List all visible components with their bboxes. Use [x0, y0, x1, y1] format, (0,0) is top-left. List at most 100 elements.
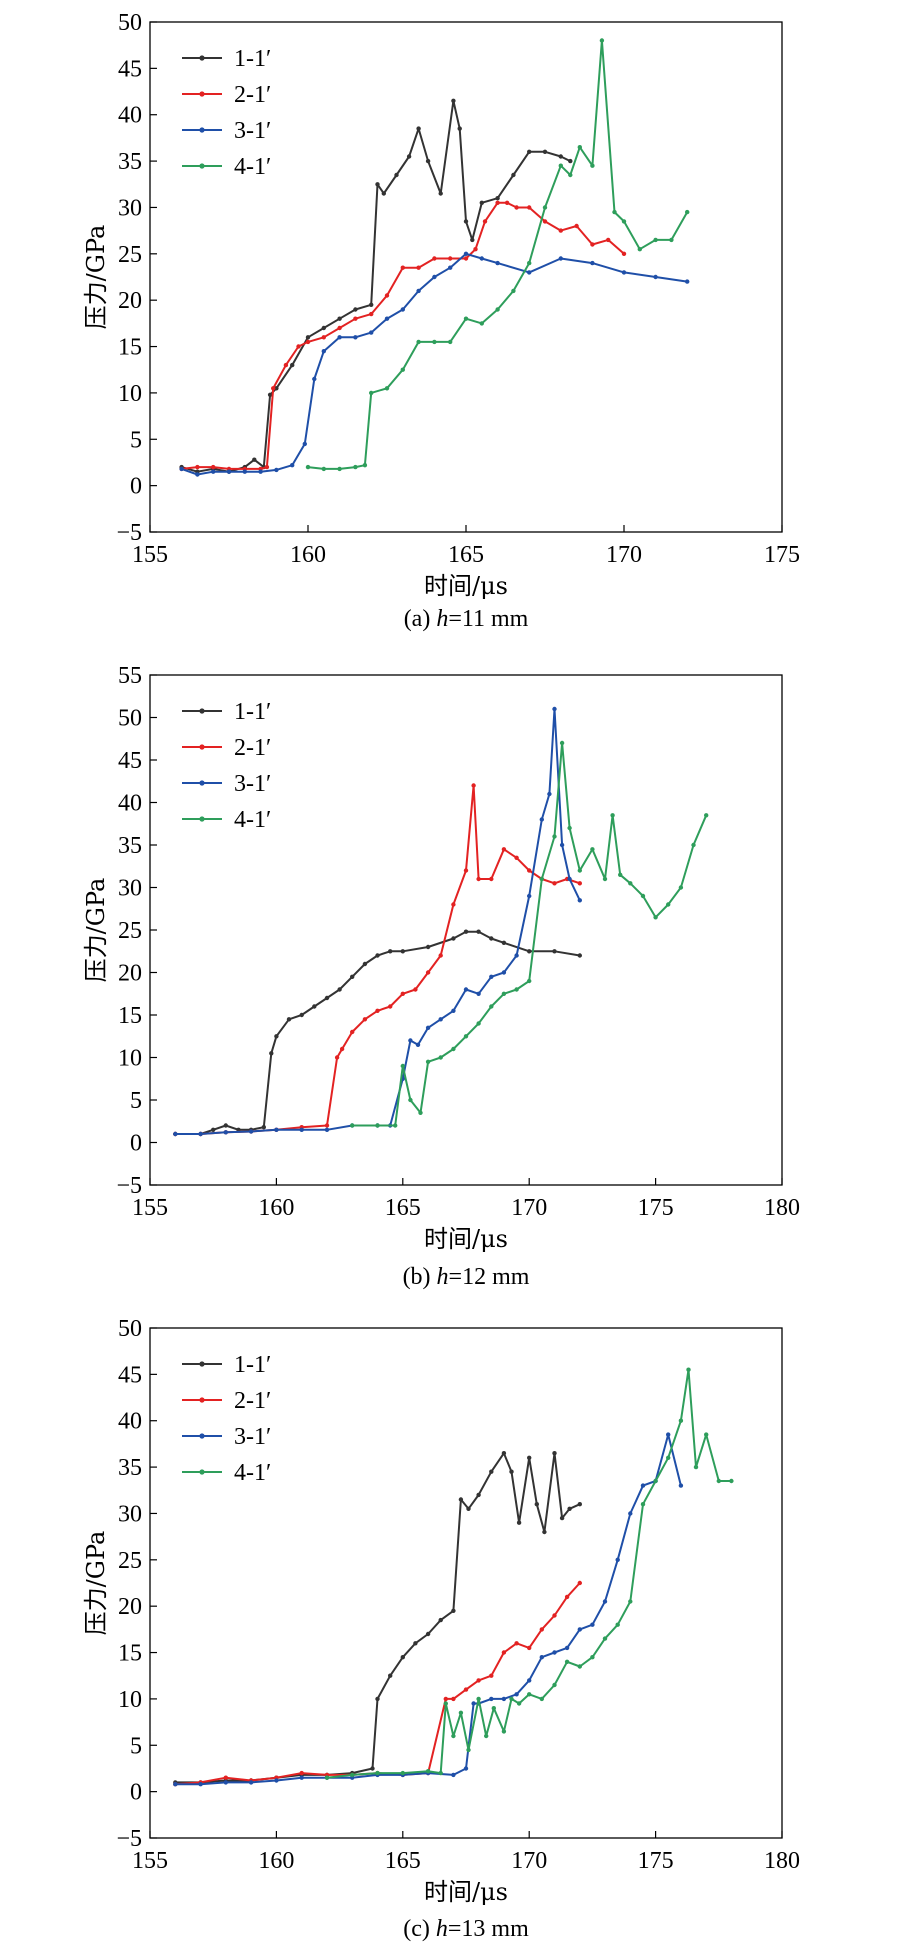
- data-point: [451, 902, 456, 907]
- data-point: [495, 196, 500, 201]
- x-tick-label: 165: [448, 542, 484, 568]
- data-point: [451, 1046, 456, 1052]
- legend-label-4: 4-1′: [234, 1460, 271, 1486]
- data-point: [451, 1696, 456, 1702]
- data-point: [384, 386, 390, 391]
- data-point: [527, 893, 532, 899]
- data-point: [527, 205, 532, 210]
- data-point: [567, 1506, 572, 1512]
- data-point: [432, 339, 437, 345]
- data-point: [448, 265, 453, 270]
- data-point: [418, 1110, 423, 1116]
- y-axis-label: 压力/GPa: [82, 225, 110, 330]
- data-point: [489, 1004, 494, 1009]
- data-point: [527, 949, 532, 954]
- data-point: [666, 902, 671, 907]
- data-point: [511, 172, 516, 178]
- legend-marker-2: [199, 1397, 205, 1403]
- data-point: [211, 1127, 216, 1133]
- data-point: [299, 1770, 304, 1776]
- data-point: [286, 1017, 292, 1022]
- data-point: [527, 1645, 532, 1651]
- data-point: [400, 307, 405, 312]
- data-point: [501, 847, 507, 852]
- legend-label-3: 3-1′: [234, 771, 271, 797]
- x-tick-label: 155: [132, 542, 168, 568]
- data-point: [558, 154, 563, 159]
- data-point: [547, 791, 552, 797]
- x-tick-label: 155: [132, 1848, 168, 1874]
- data-point: [621, 270, 627, 275]
- data-point: [261, 1125, 266, 1130]
- data-point: [438, 1617, 443, 1623]
- data-point: [400, 949, 405, 954]
- caption-variable: h: [437, 1264, 449, 1290]
- data-point: [602, 1599, 608, 1604]
- data-point: [501, 1729, 507, 1734]
- data-point: [463, 1687, 469, 1692]
- series-line-3: [175, 1433, 682, 1786]
- data-point: [473, 247, 478, 252]
- series-line-4: [307, 39, 689, 470]
- legend-marker-1: [199, 1361, 205, 1367]
- data-point: [305, 464, 311, 470]
- data-point: [223, 1780, 228, 1785]
- data-point: [558, 256, 563, 261]
- y-tick-label: 5: [130, 427, 142, 453]
- data-point: [223, 1775, 228, 1780]
- data-point: [504, 200, 510, 205]
- legend-marker-1: [199, 55, 205, 61]
- data-point: [678, 1483, 684, 1488]
- data-point: [615, 1557, 620, 1563]
- data-point: [558, 163, 563, 168]
- data-point: [704, 1432, 709, 1437]
- y-tick-label: 25: [118, 918, 142, 944]
- data-point: [495, 200, 500, 205]
- data-point: [381, 191, 386, 196]
- y-tick-label: 50: [118, 706, 142, 732]
- data-point: [590, 1655, 595, 1660]
- data-point: [640, 893, 646, 899]
- data-point: [564, 1645, 570, 1651]
- data-point: [482, 219, 488, 224]
- data-point: [577, 953, 582, 958]
- data-point: [173, 1131, 178, 1137]
- data-point: [552, 949, 557, 954]
- data-point: [653, 237, 658, 243]
- x-tick-label: 180: [764, 1195, 800, 1221]
- data-point: [321, 325, 326, 331]
- data-point: [290, 362, 295, 368]
- data-point: [223, 1130, 228, 1135]
- data-point: [516, 1520, 522, 1525]
- data-point: [628, 1599, 633, 1604]
- data-point: [370, 1766, 375, 1771]
- data-point: [223, 1123, 228, 1128]
- data-point: [501, 1696, 507, 1702]
- series-2: [173, 1580, 582, 1787]
- data-point: [590, 1622, 595, 1627]
- data-point: [337, 316, 342, 321]
- data-point: [564, 1659, 570, 1665]
- panel-caption: (b) h=12 mm: [403, 1264, 530, 1290]
- data-point: [299, 1775, 304, 1780]
- data-point: [350, 974, 355, 979]
- data-point: [542, 219, 548, 224]
- legend-label-4: 4-1′: [234, 154, 271, 180]
- series-line-2: [175, 784, 581, 1135]
- data-point: [179, 466, 184, 472]
- legend-label-2: 2-1′: [234, 82, 271, 108]
- x-tick-label: 180: [764, 1848, 800, 1874]
- data-point: [375, 1696, 380, 1702]
- data-point: [438, 191, 443, 196]
- data-point: [514, 1641, 519, 1646]
- data-point: [248, 1780, 254, 1785]
- data-point: [527, 868, 532, 873]
- data-point: [443, 1701, 448, 1706]
- data-point: [264, 464, 270, 470]
- y-tick-label: 35: [118, 1455, 142, 1481]
- legend-marker-4: [199, 163, 205, 169]
- data-point: [527, 1692, 532, 1697]
- data-point: [463, 316, 469, 321]
- x-axis-label: 时间/μs: [424, 1878, 508, 1906]
